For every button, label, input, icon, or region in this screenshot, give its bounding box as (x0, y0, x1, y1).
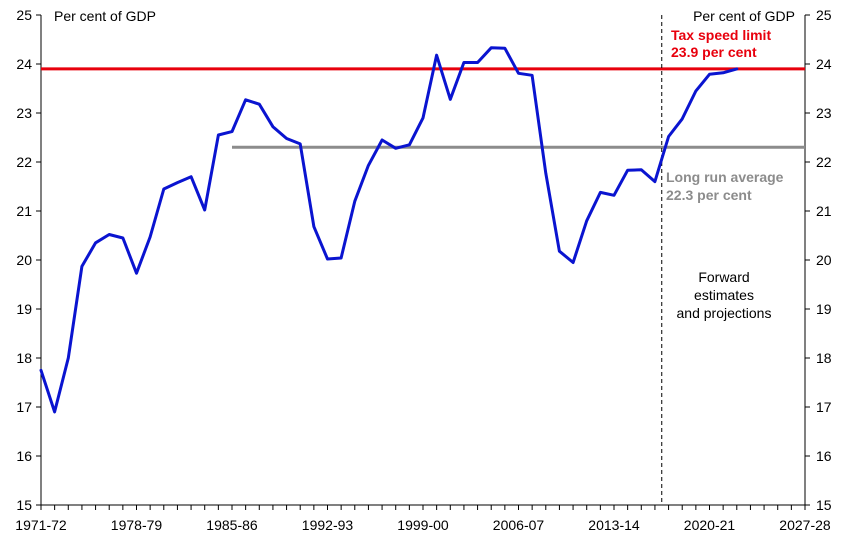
x-tick-label: 2013-14 (588, 517, 640, 533)
y-tick-label-right: 21 (816, 203, 832, 219)
right-axis-unit-label: Per cent of GDP (693, 8, 795, 24)
x-tick-label: 1999-00 (397, 517, 449, 533)
y-tick-label-left: 23 (16, 105, 32, 121)
y-tick-label-right: 17 (816, 399, 832, 415)
x-tick-label: 1985-86 (206, 517, 258, 533)
series-layer (39, 46, 739, 414)
y-tick-label-left: 24 (16, 56, 32, 72)
forward-estimates-label-line3: and projections (677, 305, 772, 321)
long-run-average-label-line2: 22.3 per cent (666, 187, 752, 203)
y-tick-label-left: 22 (16, 154, 32, 170)
x-tick-label: 2027-28 (779, 517, 831, 533)
axes-layer: 15 15 16 16 17 17 18 18 19 19 20 20 21 21 22 22 23 23 24 24… (15, 7, 831, 533)
labels-layer: Per cent of GDP Per cent of GDP Tax spee… (54, 8, 795, 321)
x-tick-label: 2020-21 (684, 517, 736, 533)
forward-estimates-label-line1: Forward (698, 269, 749, 285)
tax-speed-limit-label-line1: Tax speed limit (671, 27, 771, 43)
reference-lines (41, 15, 805, 505)
y-tick-label-right: 19 (816, 301, 832, 317)
tax-receipts-series-line (39, 46, 739, 414)
y-tick-label-left: 21 (16, 203, 32, 219)
long-run-average-label-line1: Long run average (666, 169, 784, 185)
y-tick-label-left: 16 (16, 448, 32, 464)
x-tick-label: 1978-79 (111, 517, 163, 533)
y-tick-label-right: 25 (816, 7, 832, 23)
x-tick-label: 2006-07 (493, 517, 545, 533)
y-tick-label-left: 19 (16, 301, 32, 317)
x-tick-label: 1971-72 (15, 517, 67, 533)
y-tick-label-right: 24 (816, 56, 832, 72)
y-tick-label-right: 23 (816, 105, 832, 121)
y-tick-label-left: 20 (16, 252, 32, 268)
y-tick-label-left: 17 (16, 399, 32, 415)
x-tick-label: 1992-93 (302, 517, 354, 533)
forward-estimates-label-line2: estimates (694, 287, 754, 303)
y-tick-label-right: 18 (816, 350, 832, 366)
y-tick-label-left: 25 (16, 7, 32, 23)
left-axis-unit-label: Per cent of GDP (54, 8, 156, 24)
tax-speed-limit-label-line2: 23.9 per cent (671, 44, 757, 60)
y-tick-label-left: 15 (16, 497, 32, 513)
y-tick-label-right: 15 (816, 497, 832, 513)
y-tick-label-right: 22 (816, 154, 832, 170)
y-tick-label-right: 20 (816, 252, 832, 268)
y-tick-label-left: 18 (16, 350, 32, 366)
y-tick-label-right: 16 (816, 448, 832, 464)
